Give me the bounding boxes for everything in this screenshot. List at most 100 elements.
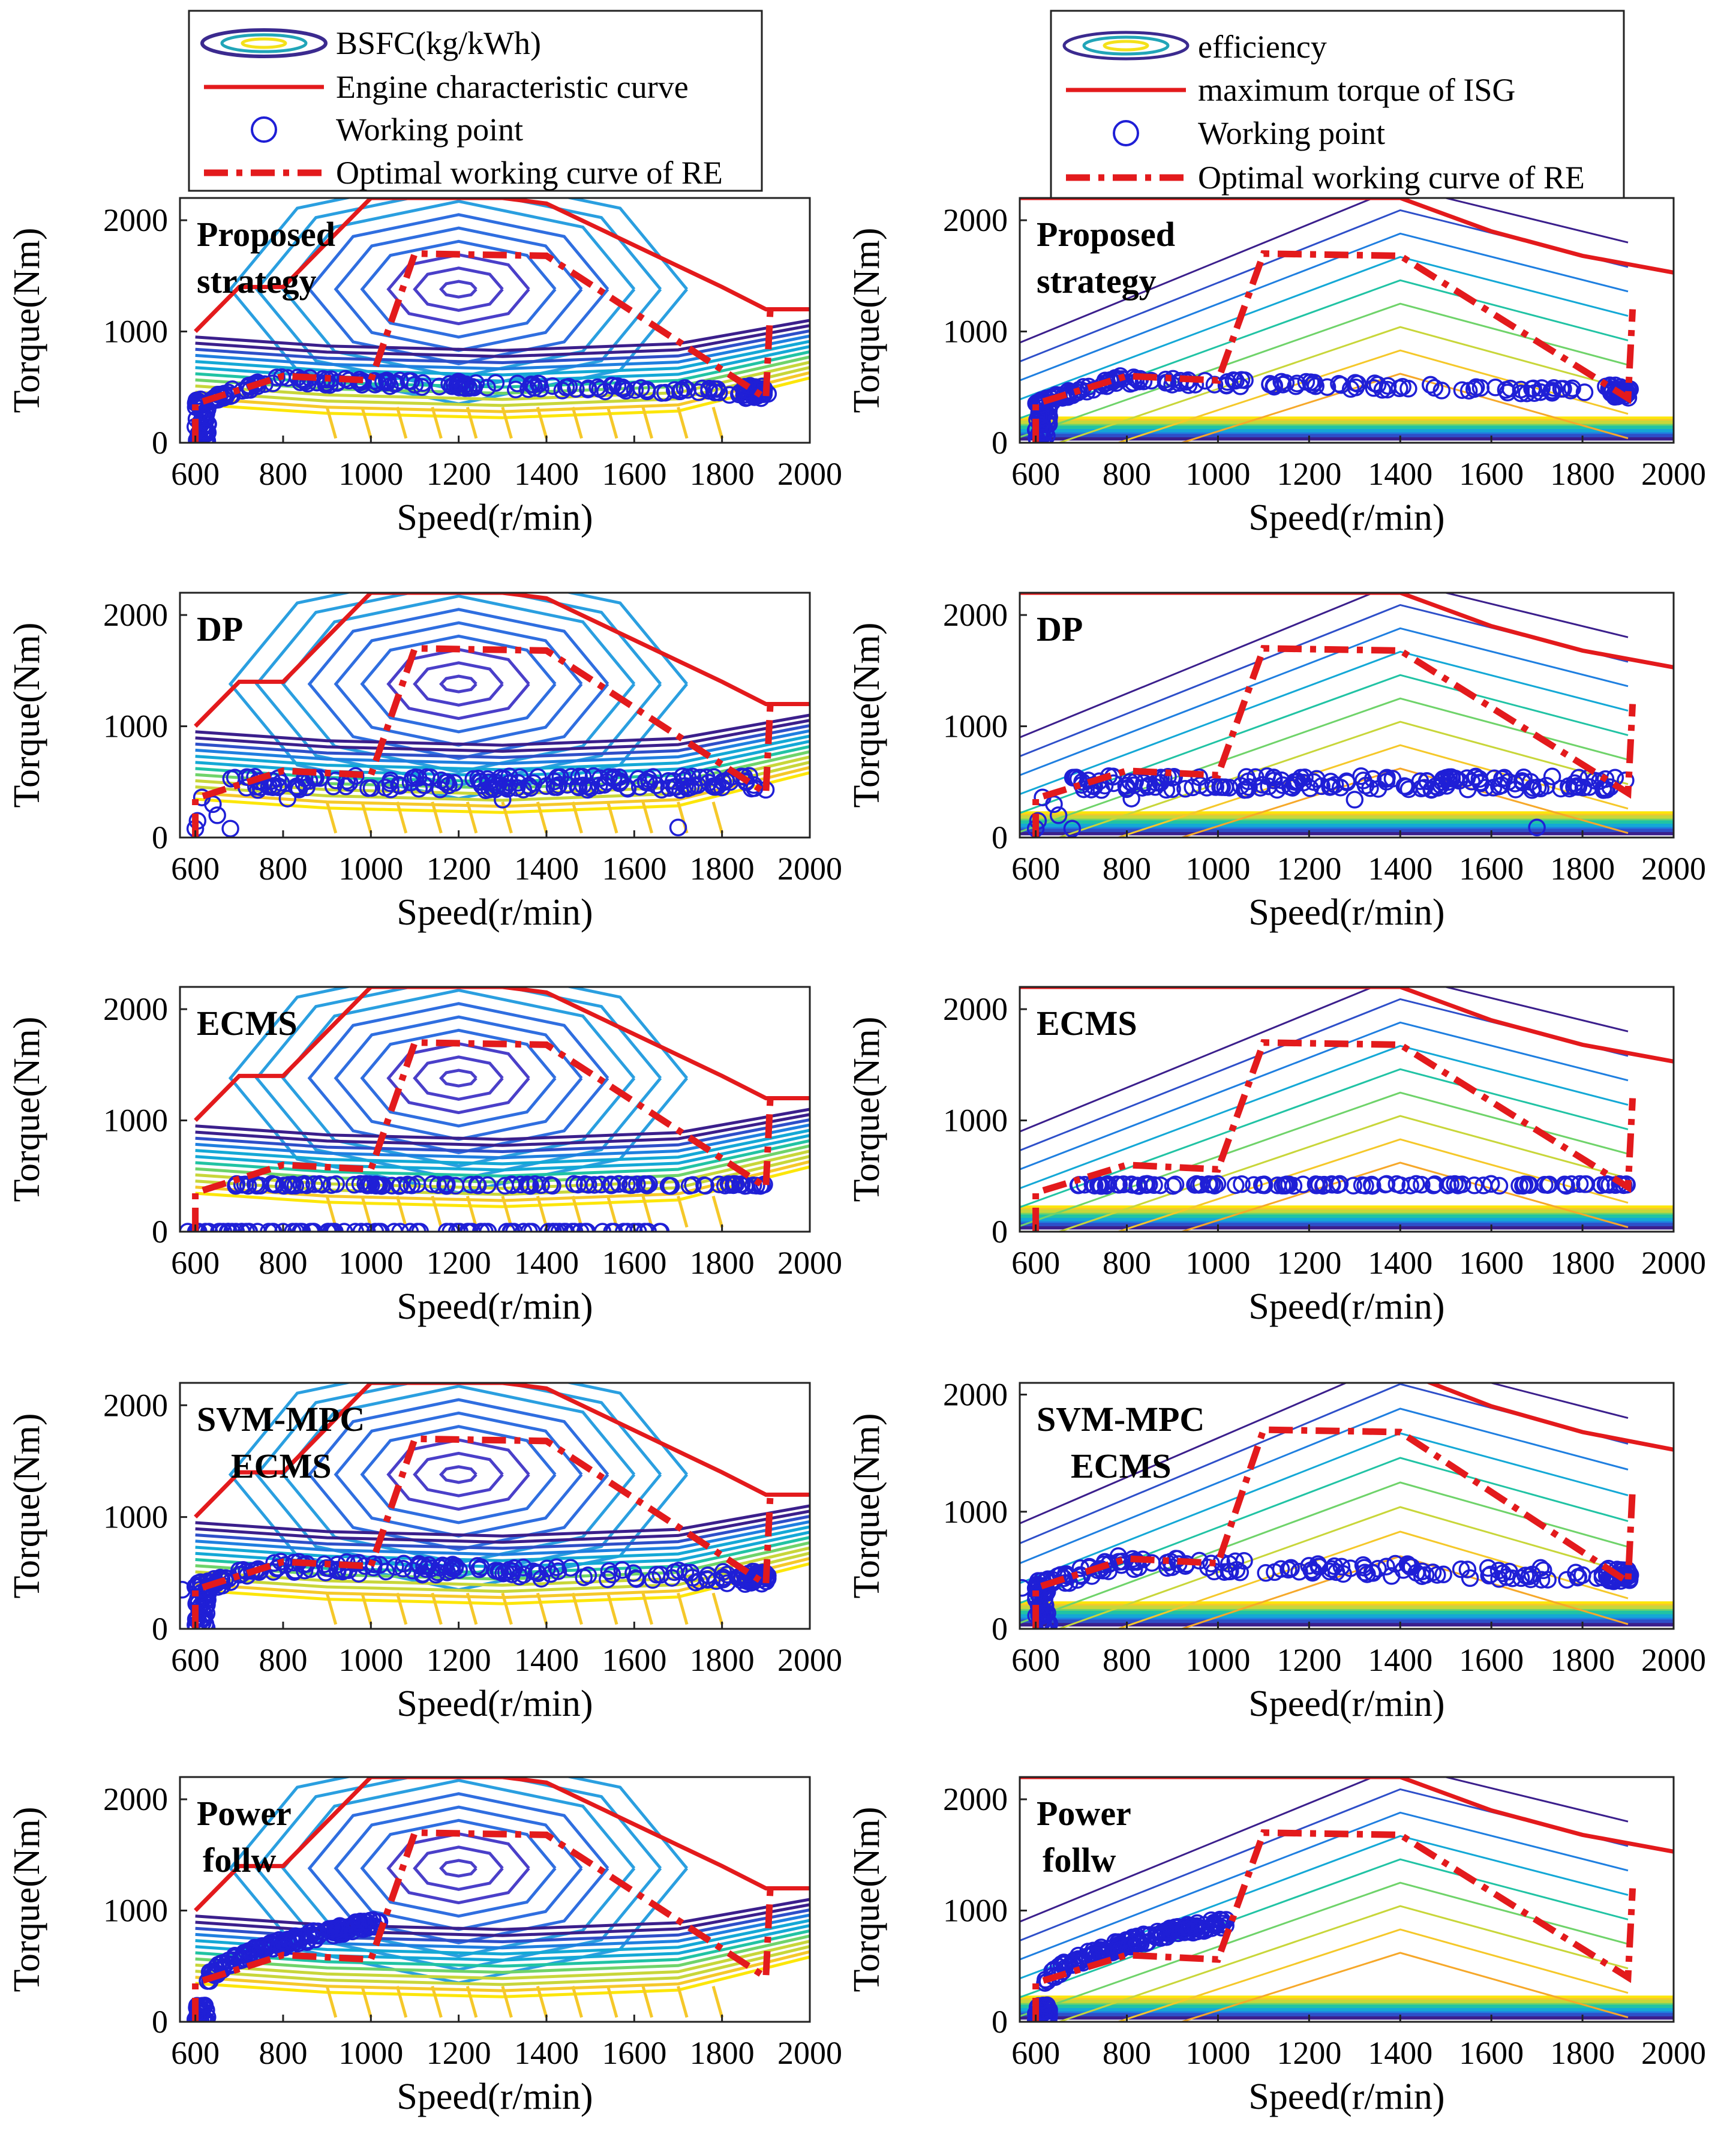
x-tick-label: 1000 bbox=[1185, 2035, 1250, 2071]
working-point bbox=[1452, 1560, 1470, 1578]
working-point bbox=[1330, 374, 1348, 393]
working-point bbox=[629, 1223, 647, 1232]
working-point bbox=[1164, 1176, 1182, 1195]
x-tick-label: 2000 bbox=[1641, 851, 1706, 887]
y-tick-label: 1000 bbox=[943, 1494, 1008, 1530]
working-point bbox=[1070, 380, 1088, 399]
bsfc-contour-tick bbox=[361, 406, 373, 439]
bsfc-contour bbox=[386, 1832, 530, 1905]
bsfc-contour-tick bbox=[395, 1985, 408, 2018]
working-point bbox=[665, 778, 683, 796]
x-axis-label: Speed(r/min) bbox=[1248, 1683, 1444, 1724]
working-point bbox=[208, 806, 226, 824]
plot-frame bbox=[1019, 1382, 1675, 1630]
optimal-curve bbox=[192, 645, 774, 838]
working-point bbox=[1110, 1553, 1128, 1571]
working-point bbox=[1422, 376, 1440, 394]
x-tick-label: 1800 bbox=[690, 456, 755, 492]
y-tick-label: 2000 bbox=[943, 597, 1008, 633]
working-point bbox=[1397, 778, 1416, 796]
bsfc-contour bbox=[413, 1055, 504, 1101]
working-point bbox=[358, 1223, 376, 1232]
working-point bbox=[1265, 376, 1283, 394]
bsfc-contour bbox=[334, 1015, 583, 1141]
efficiency-contour bbox=[1115, 349, 1629, 443]
efficiency-contour bbox=[1056, 1905, 1629, 2022]
x-tick-label: 2000 bbox=[777, 1245, 842, 1281]
y-tick-label: 2000 bbox=[943, 1377, 1008, 1413]
x-tick-label: 1600 bbox=[602, 1245, 666, 1281]
working-point bbox=[1200, 1175, 1219, 1194]
bsfc-contour-tick bbox=[641, 406, 653, 439]
working-point bbox=[1539, 1571, 1557, 1589]
chart-panel-isg: 600 800 1000 1200 1400 1600 1800 2000 0 1000 2000 S… bbox=[846, 197, 1706, 538]
working-point bbox=[1274, 776, 1292, 794]
bsfc-contour bbox=[228, 1383, 689, 1592]
working-point bbox=[1531, 383, 1549, 401]
working-point bbox=[562, 767, 581, 786]
working-point bbox=[560, 377, 578, 396]
working-point bbox=[300, 1923, 319, 1942]
x-tick-label: 1600 bbox=[1459, 2035, 1524, 2071]
working-point bbox=[468, 1557, 486, 1575]
working-point bbox=[1213, 1911, 1231, 1929]
bsfc-contour bbox=[195, 1940, 810, 1980]
working-point bbox=[678, 381, 697, 399]
bsfc-contour-tick bbox=[536, 1195, 548, 1228]
legend-label-optimal-curve: Optimal working curve of RE bbox=[1198, 160, 1585, 196]
y-tick-label: 0 bbox=[992, 2004, 1008, 2040]
bsfc-contour-tick bbox=[536, 801, 548, 834]
bsfc-contour-tick bbox=[361, 1195, 373, 1228]
plot-frame bbox=[179, 197, 811, 444]
working-point bbox=[1049, 806, 1068, 824]
working-point bbox=[1137, 1934, 1155, 1952]
x-tick-label: 1600 bbox=[1459, 1245, 1524, 1281]
working-point bbox=[1523, 1565, 1542, 1584]
plot-frame bbox=[1019, 592, 1675, 839]
working-point bbox=[437, 1223, 456, 1232]
plot-area bbox=[1020, 198, 1674, 443]
bsfc-contour-tick bbox=[501, 1985, 513, 2018]
x-tick-label: 1200 bbox=[427, 851, 491, 887]
limit-curve bbox=[1020, 593, 1674, 670]
plot-frame bbox=[179, 986, 811, 1233]
bsfc-contour-tick bbox=[325, 406, 338, 439]
plot-content bbox=[1020, 1383, 1674, 1629]
efficiency-contour bbox=[1179, 767, 1629, 838]
legend-label-bsfc: BSFC(kg/kWh) bbox=[336, 25, 541, 61]
optimal-curve bbox=[1032, 1039, 1636, 1232]
working-point bbox=[241, 1944, 259, 1962]
contour-swatch bbox=[200, 28, 328, 58]
working-point bbox=[262, 1936, 280, 1954]
x-tick-label: 1000 bbox=[338, 1642, 403, 1678]
working-point bbox=[1561, 382, 1580, 400]
working-point bbox=[542, 1565, 560, 1583]
y-tick-label: 1000 bbox=[103, 709, 168, 745]
working-point bbox=[218, 1223, 237, 1232]
working-point bbox=[1573, 1566, 1591, 1584]
y-tick-label: 2000 bbox=[943, 1781, 1008, 1817]
plot-frame bbox=[179, 1382, 811, 1630]
working-point bbox=[1029, 1584, 1047, 1602]
x-axis-label: Speed(r/min) bbox=[397, 1286, 593, 1327]
working-point bbox=[1426, 1175, 1444, 1193]
panel-grid: 600 800 1000 1200 1400 1600 1800 2000 0 1000 2000 S… bbox=[7, 197, 1706, 2117]
bsfc-contour-tick bbox=[361, 801, 373, 834]
working-point bbox=[561, 1559, 579, 1577]
working-point bbox=[443, 1556, 462, 1574]
bsfc-contour-tick bbox=[361, 1592, 373, 1625]
efficiency-contour bbox=[1179, 373, 1629, 443]
strategy-label: Proposed bbox=[1037, 215, 1175, 254]
working-point bbox=[1489, 1562, 1508, 1580]
working-point bbox=[603, 1565, 621, 1584]
bsfc-contour bbox=[195, 1944, 810, 1986]
working-point bbox=[591, 769, 609, 787]
working-point bbox=[557, 1223, 575, 1232]
y-axis-label: Torque(Nm) bbox=[7, 227, 47, 413]
x-tick-label: 1000 bbox=[338, 456, 403, 492]
working-point bbox=[1266, 1563, 1284, 1581]
bsfc-contour-tick bbox=[325, 1592, 338, 1625]
optimal-curve bbox=[192, 1039, 774, 1232]
working-point bbox=[571, 1223, 590, 1232]
